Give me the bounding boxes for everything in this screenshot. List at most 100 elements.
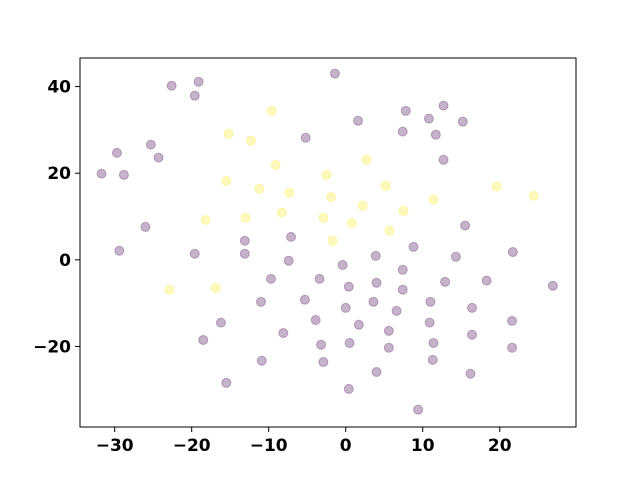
point	[507, 315, 518, 326]
point	[210, 282, 221, 293]
point	[430, 129, 441, 140]
point	[357, 200, 368, 211]
point	[256, 355, 267, 366]
point	[428, 194, 439, 205]
point	[450, 251, 461, 262]
point	[284, 187, 295, 198]
x-tick-label: 0	[340, 436, 352, 456]
point	[413, 404, 424, 415]
point	[221, 377, 232, 388]
x-tick-label: −30	[96, 436, 134, 456]
x-tick-label: −10	[250, 436, 288, 456]
point	[314, 273, 325, 284]
point	[424, 317, 435, 328]
x-tick-label: 20	[488, 436, 512, 456]
point	[465, 368, 476, 379]
point	[145, 139, 156, 150]
point	[198, 334, 209, 345]
point	[300, 132, 311, 143]
point	[397, 264, 408, 275]
point	[400, 105, 411, 116]
y-tick-label: 20	[47, 164, 71, 184]
point	[460, 220, 471, 231]
point	[398, 205, 409, 216]
point	[547, 280, 558, 291]
point	[340, 302, 351, 313]
point	[166, 80, 177, 91]
point	[346, 218, 357, 229]
point	[310, 315, 321, 326]
point	[423, 113, 434, 124]
point	[491, 181, 502, 192]
point	[380, 180, 391, 191]
point	[368, 296, 379, 307]
point	[321, 169, 332, 180]
point	[507, 247, 518, 258]
point	[266, 105, 277, 116]
point	[440, 276, 451, 287]
point	[316, 339, 327, 350]
point	[283, 255, 294, 266]
point	[114, 245, 125, 256]
point	[425, 296, 436, 307]
point	[240, 212, 251, 223]
y-tick-label: 40	[47, 78, 71, 98]
point	[384, 225, 395, 236]
point	[164, 284, 175, 295]
point	[118, 169, 129, 180]
point	[528, 190, 539, 201]
point	[457, 116, 468, 127]
point	[481, 275, 492, 286]
point	[427, 354, 438, 365]
point	[361, 154, 372, 165]
point	[397, 126, 408, 137]
point	[507, 342, 518, 353]
point	[326, 192, 337, 203]
point	[221, 176, 232, 186]
point	[318, 357, 329, 368]
point	[286, 231, 297, 242]
plot-frame	[79, 57, 577, 428]
point	[245, 135, 256, 146]
point	[344, 337, 355, 348]
point	[343, 281, 354, 292]
point	[353, 115, 364, 126]
point	[215, 317, 226, 328]
point	[370, 250, 381, 261]
point	[383, 342, 394, 353]
y-tick-label: 0	[59, 251, 71, 271]
point	[371, 366, 382, 377]
point	[383, 325, 394, 336]
point	[193, 76, 204, 87]
point	[266, 273, 277, 284]
point	[353, 319, 364, 330]
point	[111, 147, 122, 158]
point	[200, 214, 211, 225]
point	[278, 328, 289, 339]
point	[371, 277, 382, 288]
y-tick-label: −20	[33, 337, 71, 357]
point	[276, 207, 287, 218]
point	[467, 302, 478, 313]
point	[329, 68, 340, 79]
point	[327, 235, 338, 246]
point	[189, 90, 200, 101]
point	[239, 235, 250, 246]
point	[428, 337, 439, 348]
point	[438, 154, 449, 165]
x-tick-label: −20	[173, 436, 211, 456]
point	[255, 296, 266, 307]
point	[299, 294, 310, 305]
point	[96, 168, 107, 179]
point	[189, 248, 200, 259]
point	[140, 221, 151, 232]
point	[270, 159, 281, 170]
point	[438, 100, 449, 111]
point	[397, 284, 408, 295]
point	[391, 305, 402, 316]
point	[239, 248, 250, 259]
point	[408, 241, 419, 252]
point	[223, 128, 234, 139]
point	[153, 152, 164, 163]
